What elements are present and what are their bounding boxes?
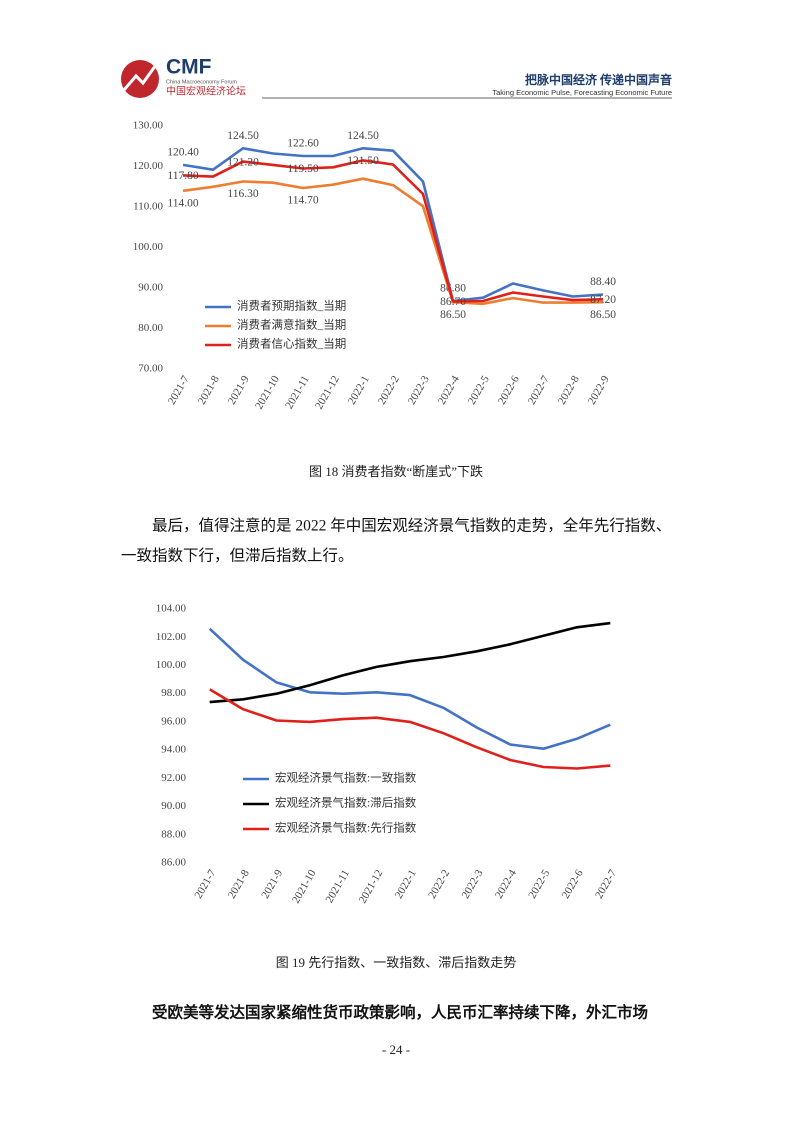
- slogan-english: Taking Economic Pulse, Forecasting Econo…: [492, 88, 672, 97]
- y-tick-label: 86.00: [161, 857, 186, 869]
- data-label: 122.60: [287, 138, 319, 150]
- page-number: - 24 -: [382, 1042, 410, 1057]
- x-tick-label: 2021-10: [290, 867, 319, 905]
- data-label: 117.80: [167, 170, 198, 182]
- series-line: [182, 159, 604, 303]
- logo-text: CMF: [166, 56, 212, 79]
- y-tick-label: 104.00: [156, 603, 187, 615]
- x-tick-label: 2021-7: [166, 373, 192, 406]
- y-tick-label: 98.00: [161, 687, 186, 699]
- data-label: 86.80: [440, 283, 466, 295]
- x-tick-label: 2021-10: [253, 373, 282, 411]
- x-tick-label: 2022-4: [436, 373, 462, 406]
- x-tick-label: 2021-12: [357, 868, 386, 906]
- x-tick-label: 2021-8: [226, 867, 252, 900]
- paragraph-line: 最后，值得注意的是 2022 年中国宏观经济景气指数的走势，全年先行指数、: [152, 516, 671, 535]
- y-tick-label: 130.00: [133, 120, 164, 132]
- legend-label: 宏观经济景气指数:先行指数: [275, 821, 417, 835]
- legend-label: 宏观经济景气指数:一致指数: [275, 771, 417, 785]
- x-tick-label: 2021-11: [323, 868, 352, 905]
- y-tick-label: 80.00: [138, 322, 163, 334]
- data-label: 120.40: [167, 147, 199, 159]
- x-tick-label: 2022-6: [496, 373, 522, 406]
- x-tick-label: 2022-5: [466, 373, 492, 406]
- x-tick-label: 2021-9: [226, 373, 252, 406]
- x-tick-label: 2022-8: [556, 373, 582, 406]
- caption: 图 19 先行指数、一致指数、滞后指数走势: [276, 955, 517, 970]
- paragraph-line: 一致指数下行，但滞后指数上行。: [121, 547, 354, 565]
- y-tick-label: 70.00: [138, 363, 163, 375]
- y-tick-label: 90.00: [161, 800, 186, 812]
- data-label: 114.70: [287, 195, 318, 207]
- x-tick-label: 2022-1: [393, 868, 419, 901]
- x-tick-label: 2021-11: [283, 374, 312, 411]
- x-tick-label: 2022-2: [426, 868, 452, 901]
- data-label: 124.50: [347, 130, 379, 142]
- y-tick-label: 94.00: [161, 744, 186, 756]
- data-label: 121.20: [227, 156, 259, 168]
- x-tick-label: 2021-9: [259, 867, 285, 900]
- x-tick-label: 2022-3: [460, 867, 486, 900]
- series-line: [182, 177, 604, 306]
- data-label: 116.30: [227, 188, 258, 200]
- logo: CMF China Macroeconomy Forum 中国宏观经济论坛: [121, 56, 246, 98]
- caption: 图 18 消费者指数“断崖式”下跌: [309, 464, 483, 479]
- series-line: [182, 147, 604, 303]
- logo-chinese: 中国宏观经济论坛: [166, 84, 246, 97]
- data-label: 86.50: [590, 309, 616, 321]
- x-tick-label: 2021-12: [313, 374, 342, 412]
- series-line: [209, 621, 611, 704]
- x-tick-label: 2022-7: [526, 373, 552, 406]
- x-tick-label: 2022-6: [560, 867, 586, 900]
- logo-arrow-head: [152, 58, 162, 69]
- y-tick-label: 100.00: [156, 659, 187, 671]
- x-tick-label: 2022-1: [346, 374, 372, 407]
- series-line: [209, 688, 611, 770]
- y-tick-label: 88.00: [161, 828, 186, 840]
- x-tick-label: 2021-7: [193, 867, 219, 900]
- x-tick-label: 2022-2: [376, 374, 402, 407]
- y-tick-label: 90.00: [138, 282, 163, 294]
- legend-label: 消费者满意指数_当期: [237, 318, 346, 332]
- slogan: 把脉中国经济 传递中国声音: [525, 72, 672, 87]
- data-label: 114.00: [167, 197, 198, 209]
- data-label: 88.40: [590, 276, 616, 288]
- y-tick-label: 102.00: [156, 631, 187, 643]
- x-tick-label: 2022-7: [593, 867, 619, 900]
- legend-label: 消费者预期指数_当期: [237, 299, 346, 313]
- x-tick-label: 2022-5: [526, 867, 552, 900]
- data-label: 124.50: [227, 130, 259, 142]
- series-line: [208, 627, 611, 750]
- paragraph-line: 受欧美等发达国家紧缩性货币政策影响，人民币汇率持续下降，外汇市场: [152, 1003, 648, 1022]
- x-tick-label: 2022-4: [493, 867, 519, 900]
- y-tick-label: 96.00: [161, 715, 186, 727]
- legend-label: 宏观经济景气指数:滞后指数: [275, 796, 417, 810]
- y-tick-label: 110.00: [133, 201, 163, 213]
- x-tick-label: 2022-3: [406, 373, 432, 406]
- data-label: 119.50: [287, 163, 318, 175]
- y-tick-label: 100.00: [133, 241, 164, 253]
- y-tick-label: 120.00: [133, 160, 164, 172]
- logo-arrow: [122, 61, 160, 91]
- data-label: 121.50: [347, 155, 379, 167]
- data-label: 86.70: [440, 296, 466, 308]
- legend-label: 消费者信心指数_当期: [237, 337, 346, 351]
- x-tick-label: 2022-9: [586, 373, 612, 406]
- data-label: 87.20: [590, 294, 616, 306]
- y-tick-label: 92.00: [161, 772, 186, 784]
- x-tick-label: 2021-8: [196, 373, 222, 406]
- data-label: 86.50: [440, 309, 466, 321]
- logo-subtitle: China Macroeconomy Forum: [166, 79, 237, 85]
